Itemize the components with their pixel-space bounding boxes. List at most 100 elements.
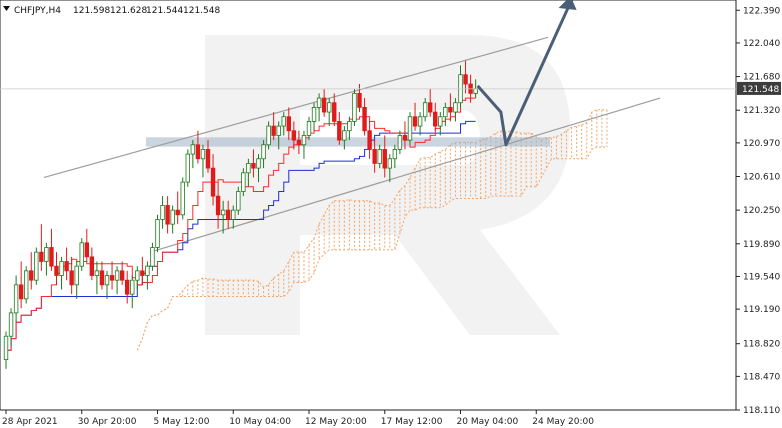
candle: [352, 88, 357, 127]
candle-body: [215, 195, 221, 216]
candle-body: [165, 205, 170, 225]
forecast-arrows: [476, 0, 577, 147]
candle-body: [397, 135, 403, 150]
candle: [261, 140, 266, 169]
ohlc-open: 121.598: [73, 6, 110, 16]
candlesticks: [3, 60, 478, 369]
candle: [170, 205, 175, 234]
candle-body: [99, 270, 105, 286]
y-tick-label: 119.190: [743, 305, 780, 315]
y-tick-label: 118.820: [743, 340, 780, 350]
candle: [342, 126, 347, 150]
candle-body: [3, 335, 9, 360]
channel-lower-line: [149, 97, 661, 253]
y-tick-label: 120.970: [743, 139, 780, 149]
x-tick-label: 10 May 04:00: [229, 417, 291, 427]
candle-body: [326, 102, 332, 113]
candle-body: [13, 284, 19, 314]
collapse-triangle-icon[interactable]: [3, 6, 10, 11]
watermark-logo: [205, 35, 570, 335]
candle: [114, 266, 120, 295]
candle-body: [372, 149, 377, 164]
candle: [392, 144, 398, 169]
candle-body: [291, 130, 297, 141]
candle: [402, 121, 408, 150]
candle-body: [311, 107, 317, 122]
candle: [367, 121, 372, 159]
candle: [266, 121, 271, 150]
candle-body: [225, 209, 231, 220]
candle: [99, 261, 105, 290]
candle: [165, 196, 170, 234]
candle: [39, 224, 44, 271]
candle: [18, 261, 24, 309]
candle: [463, 60, 468, 94]
candle-body: [342, 130, 347, 141]
candle: [296, 130, 302, 155]
candle-body: [69, 270, 74, 286]
candle-body: [463, 74, 468, 85]
candle: [412, 102, 418, 131]
candle-body: [195, 144, 201, 160]
candle-body: [367, 130, 372, 150]
candle-body: [150, 247, 155, 267]
candle-body: [8, 312, 14, 337]
candle-body: [357, 92, 362, 108]
candle-body: [332, 102, 337, 122]
x-tick-label: 5 May 12:00: [154, 417, 210, 427]
candle: [407, 112, 413, 145]
candle: [256, 154, 261, 183]
candle: [246, 158, 251, 187]
candle-body: [145, 265, 150, 276]
candle: [301, 130, 307, 159]
arrow-up-icon: [558, 0, 577, 10]
candle: [448, 93, 453, 122]
candle-body: [104, 275, 110, 286]
x-tick-label: 24 May 20:00: [532, 417, 594, 427]
candle-body: [89, 256, 95, 276]
last-price-marker: 121.548: [737, 81, 781, 95]
candle: [34, 247, 39, 285]
y-tick-label: 121.680: [743, 73, 780, 83]
candle: [427, 88, 433, 117]
candle: [69, 256, 74, 295]
candle-body: [438, 116, 443, 127]
candle-body: [175, 209, 180, 216]
candle: [180, 177, 185, 220]
y-tick-label: 118.110: [743, 406, 780, 416]
last-price-label: 121.548: [742, 85, 779, 95]
candle-body: [306, 121, 312, 136]
candle-body: [54, 265, 59, 276]
y-tick-label: 119.890: [743, 240, 780, 250]
y-tick-label: 119.540: [743, 272, 780, 282]
candle-body: [29, 270, 34, 281]
candle: [59, 256, 64, 290]
candle: [326, 98, 332, 127]
candle: [195, 130, 201, 164]
candle: [190, 140, 196, 169]
candle-body: [119, 270, 125, 281]
candle: [321, 88, 327, 117]
candle-body: [473, 88, 478, 94]
candle: [140, 256, 145, 285]
candle-body: [140, 270, 145, 276]
candle: [332, 93, 337, 127]
candle-body: [109, 275, 115, 281]
candle-body: [200, 149, 206, 160]
candle: [276, 121, 281, 150]
candle: [377, 144, 382, 169]
candle-body: [114, 270, 120, 281]
candle: [84, 228, 89, 262]
candle-body: [296, 139, 302, 146]
candle: [306, 116, 312, 141]
candle: [29, 252, 34, 290]
price-channel: [43, 36, 661, 253]
candle-body: [407, 116, 413, 141]
candle-body: [251, 163, 256, 169]
candle: [210, 154, 216, 206]
candle: [119, 261, 125, 285]
candle: [281, 112, 286, 136]
candle-body: [231, 209, 236, 220]
candle: [397, 130, 403, 155]
